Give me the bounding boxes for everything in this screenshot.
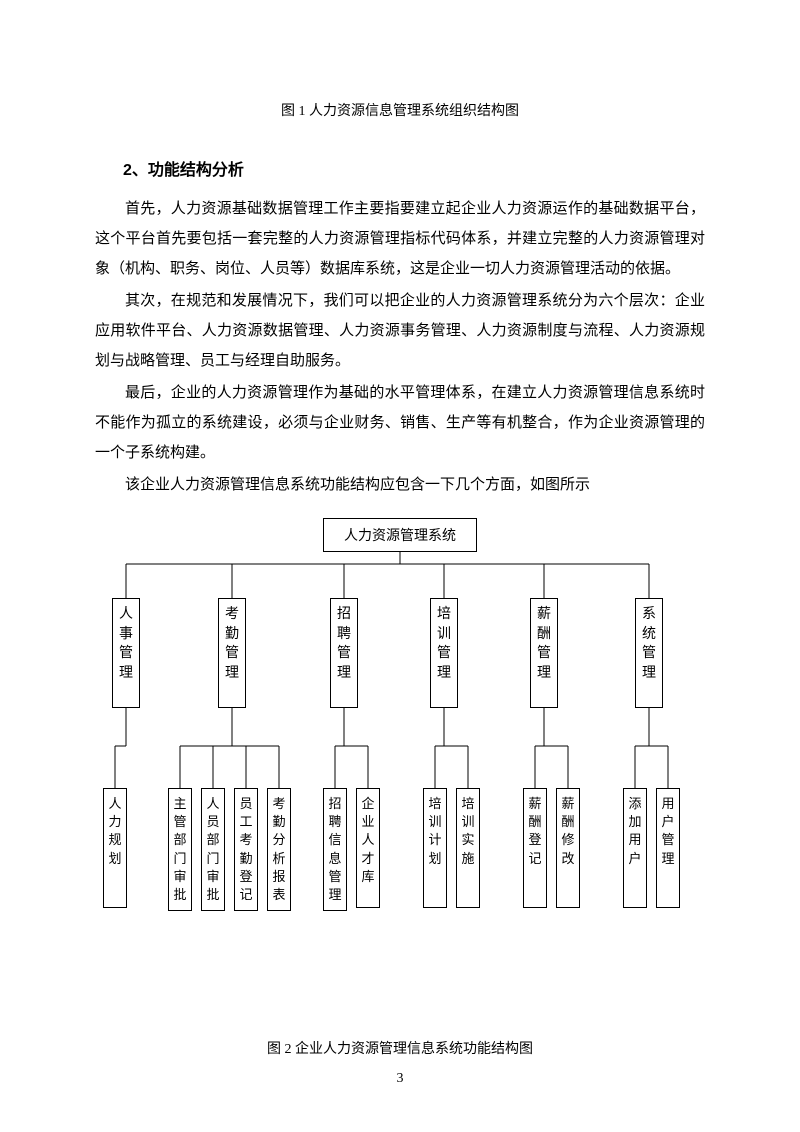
l1-node-2: 招聘管理 [330,598,358,708]
l1-node-0: 人事管理 [112,598,140,708]
connector-lines [95,518,705,1008]
l2-node-5: 招聘信息管理 [323,788,347,911]
l1-node-4: 薪酬管理 [530,598,558,708]
l2-node-11: 添加用户 [623,788,647,908]
l2-node-12: 用户管理 [656,788,680,908]
l2-node-4: 考勤分析报表 [267,788,291,911]
org-chart-diagram: 人力资源管理系统 人事管理 考勤管理 招聘管理 培训管理 薪酬管理 系统管理 人力规划 主管… [95,518,705,1008]
l2-node-10: 薪酬修改 [556,788,580,908]
section-heading: 2、功能结构分析 [95,156,705,180]
l2-node-0: 人力规划 [103,788,127,908]
figure1-caption: 图 1 人力资源信息管理系统组织结构图 [95,100,705,120]
paragraph-1: 首先，人力资源基础数据管理工作主要指要建立起企业人力资源运作的基础数据平台，这个… [95,194,705,284]
paragraph-3: 最后，企业的人力资源管理作为基础的水平管理体系，在建立人力资源管理信息系统时不能… [95,378,705,468]
l2-node-9: 薪酬登记 [523,788,547,908]
page-number: 3 [397,1071,404,1087]
l2-node-7: 培训计划 [423,788,447,908]
l2-node-3: 员工考勤登记 [234,788,258,911]
l2-node-1: 主管部门审批 [168,788,192,911]
figure2-caption: 图 2 企业人力资源管理信息系统功能结构图 [95,1038,705,1058]
l1-node-1: 考勤管理 [218,598,246,708]
l1-node-5: 系统管理 [635,598,663,708]
root-node: 人力资源管理系统 [323,518,477,552]
l2-node-2: 人员部门审批 [201,788,225,911]
paragraph-4: 该企业人力资源管理信息系统功能结构应包含一下几个方面，如图所示 [95,470,705,500]
paragraph-2: 其次，在规范和发展情况下，我们可以把企业的人力资源管理系统分为六个层次：企业应用… [95,286,705,376]
l2-node-8: 培训实施 [456,788,480,908]
l2-node-6: 企业人才库 [356,788,380,908]
l1-node-3: 培训管理 [430,598,458,708]
